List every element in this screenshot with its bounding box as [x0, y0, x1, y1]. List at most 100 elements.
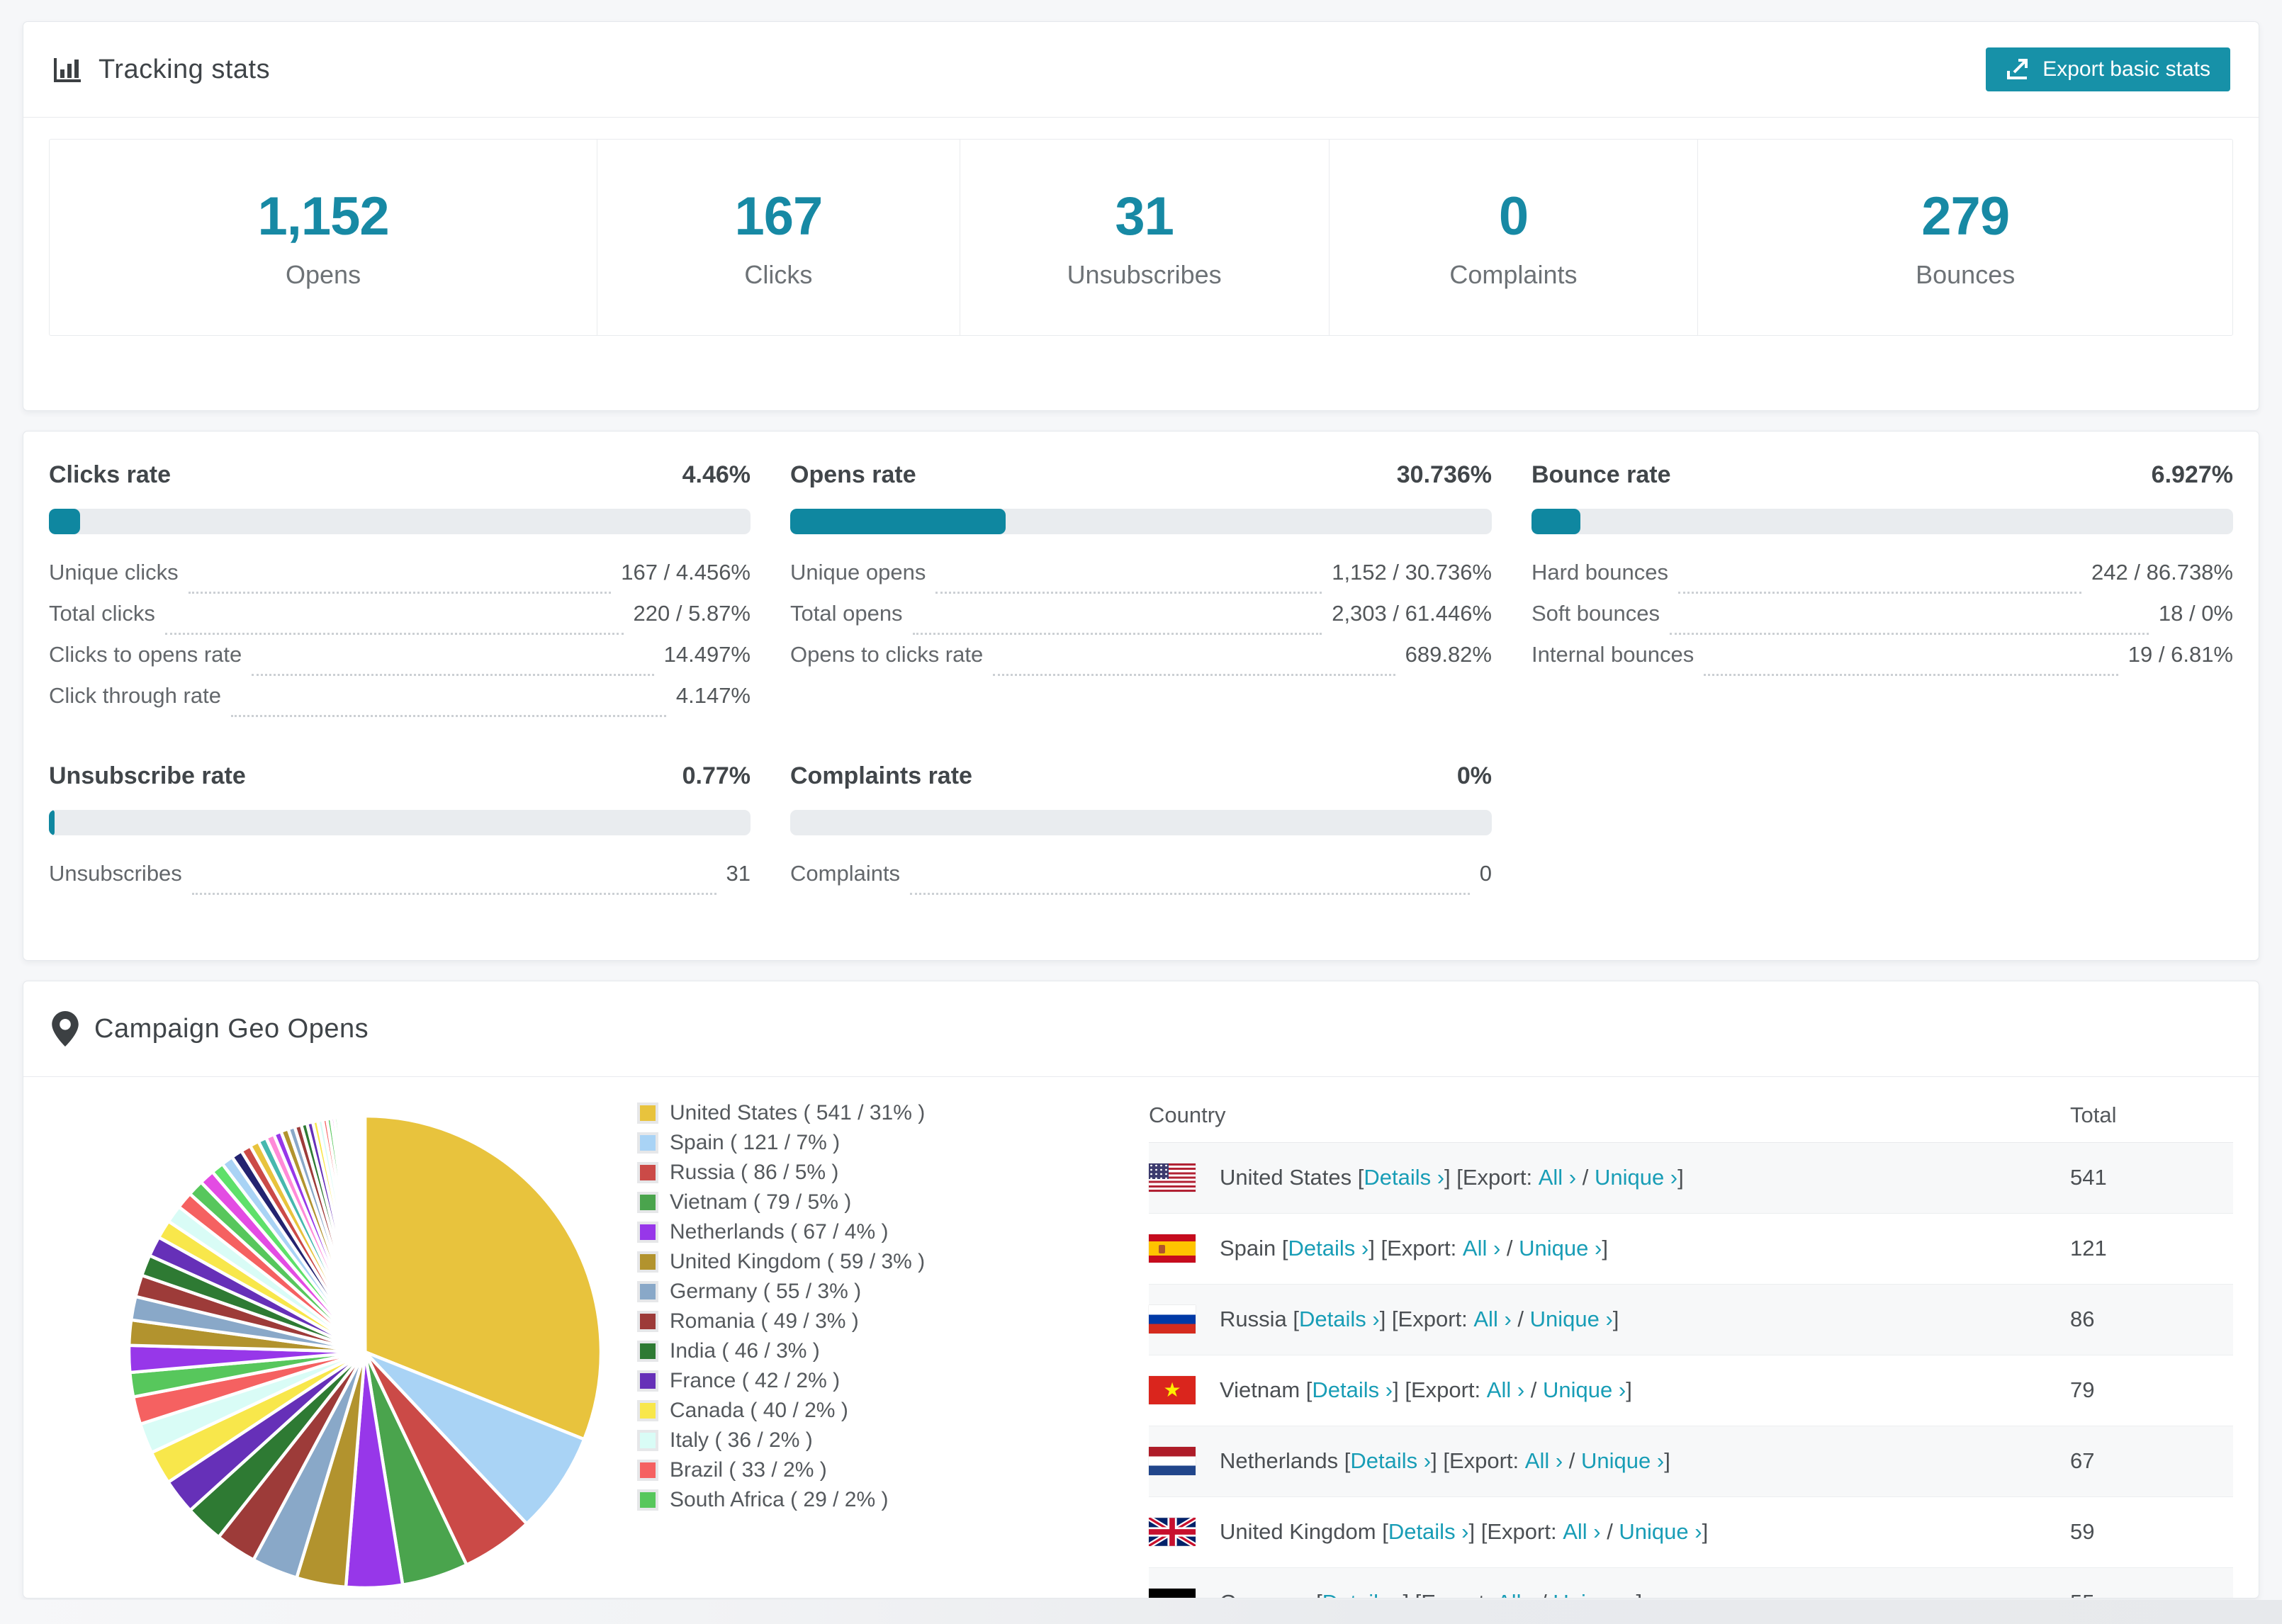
details-link[interactable]: Details ›: [1322, 1590, 1403, 1598]
export-unique-link[interactable]: Unique ›: [1553, 1590, 1636, 1598]
geo-opens-body: United States ( 541 / 31% ) Spain ( 121 /…: [23, 1077, 2259, 1598]
stat-complaints: 0 Complaints: [1330, 140, 1699, 335]
rate-progress-fill: [790, 509, 1006, 534]
rate-panel-unsubscribe-rate: Unsubscribe rate 0.77% Unsubscribes 31: [49, 762, 751, 902]
export-basic-stats-button[interactable]: Export basic stats: [1986, 47, 2230, 91]
legend-label: Russia ( 86 / 5% ): [670, 1161, 839, 1184]
rate-detail-row: Total opens 2,303 / 61.446%: [790, 601, 1492, 642]
dotted-leader: [1669, 633, 2149, 635]
rate-panel-opens-rate: Opens rate 30.736% Unique opens 1,152 / 30.…: [790, 461, 1492, 724]
country-name: United Kingdom: [1220, 1519, 1383, 1544]
dotted-leader: [1704, 674, 2118, 676]
legend-label: Spain ( 121 / 7% ): [670, 1131, 841, 1154]
flag-vn-icon: [1149, 1376, 1196, 1404]
legend-item-vietnam: Vietnam ( 79 / 5% ): [637, 1188, 984, 1217]
legend-swatch: [637, 1311, 658, 1332]
table-row-gb: United Kingdom [Details ›] [Export: All …: [1149, 1496, 2233, 1568]
country-total: 79: [2070, 1355, 2233, 1426]
legend-swatch: [637, 1192, 658, 1213]
country-name: United States: [1220, 1165, 1358, 1190]
pie-slice-other[interactable]: [362, 1114, 367, 1353]
details-link[interactable]: Details ›: [1288, 1236, 1369, 1261]
flag-ru-icon: [1149, 1305, 1196, 1333]
export-all-link[interactable]: All ›: [1538, 1165, 1577, 1190]
rate-detail-label: Total clicks: [49, 601, 155, 626]
legend-label: Brazil ( 33 / 2% ): [670, 1458, 827, 1482]
export-unique-link[interactable]: Unique ›: [1619, 1519, 1702, 1544]
details-link[interactable]: Details ›: [1312, 1377, 1393, 1402]
legend-item-spain: Spain ( 121 / 7% ): [637, 1128, 984, 1158]
export-all-link[interactable]: All ›: [1486, 1377, 1525, 1402]
country-name: Vietnam: [1220, 1377, 1306, 1402]
country-total: 67: [2070, 1426, 2233, 1497]
legend-label: Italy ( 36 / 2% ): [670, 1428, 813, 1452]
legend-label: United States ( 541 / 31% ): [670, 1101, 926, 1124]
legend-item-romania: Romania ( 49 / 3% ): [637, 1307, 984, 1336]
rate-percentage: 4.46%: [682, 461, 751, 488]
legend-item-france: France ( 42 / 2% ): [637, 1366, 984, 1396]
legend-label: Romania ( 49 / 3% ): [670, 1309, 859, 1333]
legend-swatch: [637, 1222, 658, 1243]
column-header-total: Total: [2070, 1088, 2233, 1143]
export-all-link[interactable]: All ›: [1462, 1236, 1501, 1261]
legend-swatch: [637, 1460, 658, 1481]
details-link[interactable]: Details ›: [1364, 1165, 1445, 1190]
rate-detail-row: Complaints 0: [790, 861, 1492, 902]
rate-detail-row: Unsubscribes 31: [49, 861, 751, 902]
details-link[interactable]: Details ›: [1388, 1519, 1469, 1544]
rate-detail-label: Click through rate: [49, 683, 221, 708]
table-row-us: United States [Details ›] [Export: All ›…: [1149, 1142, 2233, 1214]
rate-detail-label: Unsubscribes: [49, 861, 182, 886]
flag-gb-icon: [1149, 1518, 1196, 1546]
legend-label: India ( 46 / 3% ): [670, 1339, 820, 1363]
export-all-link[interactable]: All ›: [1473, 1307, 1512, 1331]
details-link[interactable]: Details ›: [1299, 1307, 1380, 1331]
stat-label: Unsubscribes: [1067, 259, 1222, 289]
export-unique-link[interactable]: Unique ›: [1529, 1307, 1613, 1331]
country-total: 55: [2070, 1567, 2233, 1598]
dotted-leader: [252, 674, 654, 676]
stat-value: 167: [734, 186, 823, 247]
table-row-ru: Russia [Details ›] [Export: All › / Uniq…: [1149, 1284, 2233, 1355]
export-unique-link[interactable]: Unique ›: [1543, 1377, 1626, 1402]
rate-percentage: 30.736%: [1396, 461, 1492, 488]
legend-label: South Africa ( 29 / 2% ): [670, 1488, 889, 1511]
rate-detail-label: Opens to clicks rate: [790, 642, 984, 667]
rate-progress-bar: [1531, 509, 2233, 534]
rate-detail-row: Total clicks 220 / 5.87%: [49, 601, 751, 642]
details-link[interactable]: Details ›: [1350, 1448, 1432, 1473]
tracking-stats-header: Tracking stats Export basic stats: [23, 22, 2259, 117]
legend-label: Vietnam ( 79 / 5% ): [670, 1190, 852, 1214]
rate-detail-label: Hard bounces: [1531, 560, 1669, 585]
pie-slice-united-states[interactable]: [363, 1114, 603, 1442]
rate-detail-value: 19 / 6.81%: [2128, 642, 2233, 667]
rate-detail-value: 0: [1479, 861, 1492, 886]
country-total: 59: [2070, 1496, 2233, 1568]
rate-detail-label: Clicks to opens rate: [49, 642, 242, 667]
country-name: Spain: [1220, 1236, 1282, 1261]
rate-percentage: 0%: [1456, 762, 1492, 789]
rate-progress-bar: [790, 509, 1492, 534]
legend-swatch: [637, 1132, 658, 1154]
rate-detail-value: 689.82%: [1405, 642, 1492, 667]
dotted-leader: [164, 633, 624, 635]
rate-panel-complaints-rate: Complaints rate 0% Complaints 0: [790, 762, 1492, 902]
flag-nl-icon: [1149, 1447, 1196, 1475]
rate-detail-value: 31: [726, 861, 751, 886]
tracking-stats-card: Tracking stats Export basic stats 1,152 O…: [23, 21, 2259, 411]
export-unique-link[interactable]: Unique ›: [1581, 1448, 1665, 1473]
stat-bounces: 279 Bounces: [1698, 140, 2232, 335]
geo-opens-title: Campaign Geo Opens: [94, 1013, 369, 1044]
legend-swatch: [637, 1251, 658, 1273]
export-unique-link[interactable]: Unique ›: [1519, 1236, 1602, 1261]
rate-title: Clicks rate: [49, 461, 171, 488]
legend-swatch: [637, 1400, 658, 1421]
export-all-link[interactable]: All ›: [1497, 1590, 1534, 1598]
stat-value: 1,152: [257, 186, 389, 247]
export-unique-link[interactable]: Unique ›: [1594, 1165, 1678, 1190]
pie-slice-spain[interactable]: [364, 1350, 587, 1526]
rate-detail-label: Complaints: [790, 861, 901, 886]
rate-detail-value: 242 / 86.738%: [2091, 560, 2233, 585]
export-all-link[interactable]: All ›: [1524, 1448, 1563, 1473]
export-all-link[interactable]: All ›: [1563, 1519, 1601, 1544]
